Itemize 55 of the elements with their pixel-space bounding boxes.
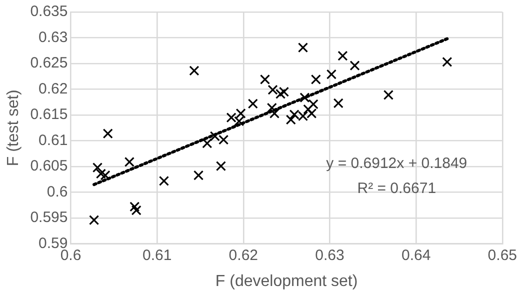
point <box>383 90 394 100</box>
point <box>442 56 452 68</box>
point <box>130 202 140 212</box>
x-tick-label: 0.62 <box>228 246 258 264</box>
point <box>286 114 296 125</box>
point <box>158 176 170 186</box>
point <box>102 128 113 139</box>
point <box>298 111 308 122</box>
y-tick-label: 0.615 <box>30 106 68 124</box>
point <box>298 42 308 53</box>
point <box>303 104 314 114</box>
point <box>300 92 310 103</box>
x-tick-label: 0.65 <box>488 246 518 264</box>
point <box>226 112 236 123</box>
point <box>210 131 220 142</box>
point <box>260 74 270 85</box>
point <box>100 170 110 180</box>
annotation: y = 0.6912x + 0.1849 <box>326 154 468 172</box>
x-tick-label: 0.63 <box>315 246 344 264</box>
x-tick-label: 0.64 <box>401 246 431 264</box>
x-tick-label: 0.61 <box>142 246 172 264</box>
point <box>189 66 200 76</box>
x-tick-label: 0.6 <box>60 246 82 264</box>
point <box>338 50 348 61</box>
y-axis-title: F (test set) <box>5 90 22 166</box>
y-tick-label: 0.61 <box>38 132 68 149</box>
point <box>92 162 103 173</box>
point <box>289 109 300 120</box>
point <box>216 160 226 172</box>
point <box>202 138 212 148</box>
point <box>268 84 278 95</box>
y-tick-label: 0.605 <box>30 158 68 175</box>
point <box>96 168 106 179</box>
point <box>350 60 360 71</box>
point <box>275 88 286 99</box>
y-tick-label: 0.62 <box>38 80 68 98</box>
point <box>266 102 277 113</box>
point <box>89 215 100 226</box>
point <box>278 86 290 97</box>
y-tick-label: 0.595 <box>30 209 68 226</box>
y-tick-label: 0.63 <box>38 28 68 46</box>
x-axis-title: F (development set) <box>215 272 358 290</box>
point <box>310 74 321 85</box>
point <box>269 108 280 119</box>
point <box>326 69 337 80</box>
point <box>333 98 344 108</box>
point <box>131 205 142 216</box>
y-tick-label: 0.625 <box>30 54 68 72</box>
point <box>124 156 134 167</box>
point <box>248 98 258 109</box>
annotation: R² = 0.6671 <box>357 180 436 197</box>
y-tick-label: 0.6 <box>46 183 68 200</box>
y-tick-label: 0.635 <box>30 3 68 20</box>
point <box>218 134 229 145</box>
point <box>193 170 204 180</box>
